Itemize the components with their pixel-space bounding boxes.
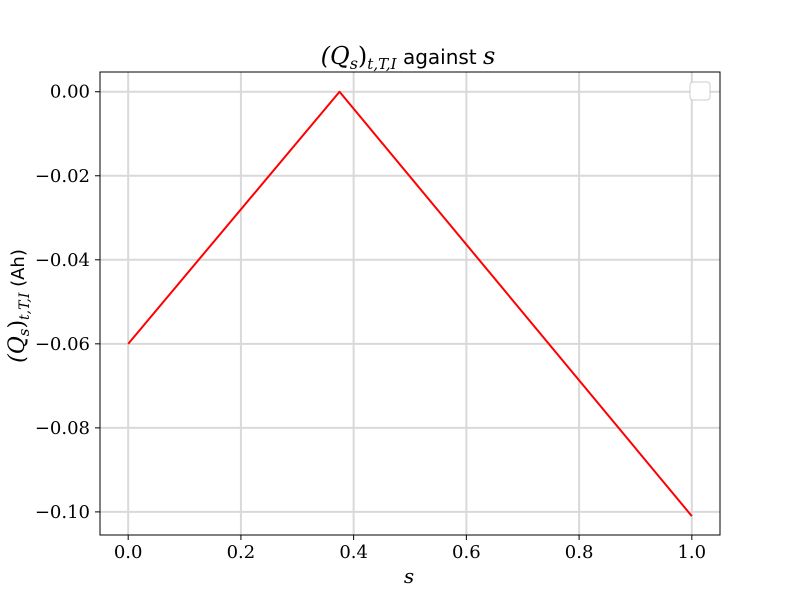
y-tick-label: −0.04: [35, 250, 90, 271]
y-tick-label: −0.08: [35, 418, 90, 439]
x-tick-label: 0.0: [114, 542, 143, 563]
chart-title: (Qs)t,T,I against s: [321, 42, 496, 73]
y-axis-label: (Qs)t,T,I (Ah): [5, 249, 33, 363]
x-tick-label: 0.2: [227, 542, 256, 563]
x-tick-label: 0.4: [339, 542, 368, 563]
x-tick-label: 1.0: [677, 542, 706, 563]
x-tick-label: 0.8: [565, 542, 594, 563]
y-tick-label: 0.00: [50, 82, 90, 103]
x-tick-label: 0.6: [452, 542, 481, 563]
y-tick-label: −0.02: [35, 166, 90, 187]
series-line: [127, 90, 693, 517]
y-tick-label: −0.10: [35, 502, 90, 523]
legend-box: [689, 81, 711, 101]
series-layer: [127, 90, 693, 517]
y-axis-ticks: 0.00 −0.02 −0.04 −0.06 −0.08 −0.10: [35, 82, 100, 523]
x-axis-label: s: [404, 564, 414, 588]
y-tick-label: −0.06: [35, 334, 90, 355]
grid-lines: [100, 72, 720, 535]
x-axis-ticks: 0.0 0.2 0.4 0.6 0.8 1.0: [114, 535, 706, 563]
plot-area-frame: [99, 71, 721, 536]
